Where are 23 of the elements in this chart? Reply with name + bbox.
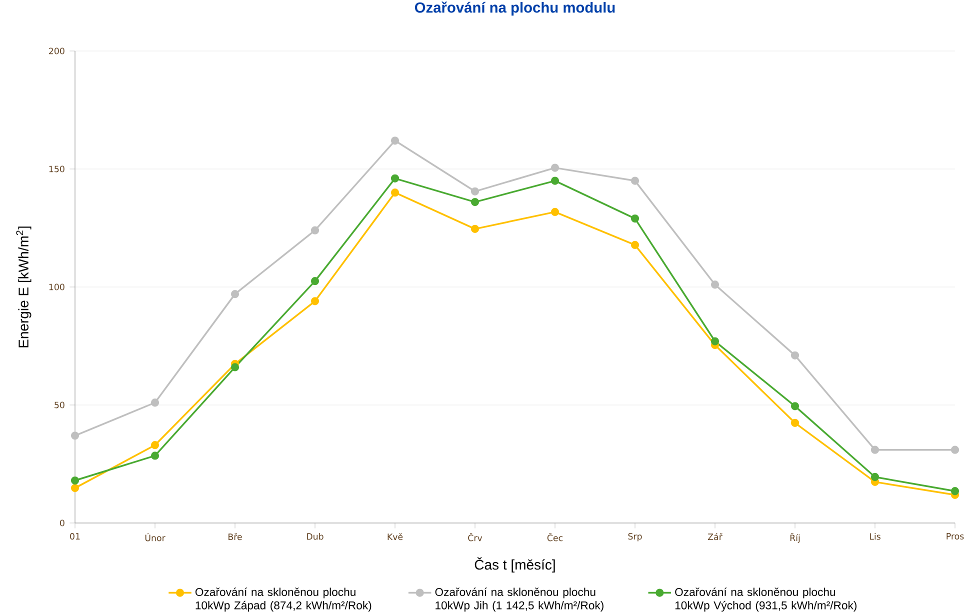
x-tick-label: Pros	[946, 533, 964, 540]
x-tick-label: 01	[70, 533, 80, 540]
y-tick-label: 100	[49, 284, 64, 290]
legend-label: Ozařování na skloněnou plochu 10kWp Jih (1 142,5 kWh/m²/Rok)	[435, 588, 604, 612]
x-tick-label: Srp	[628, 533, 642, 542]
x-tick-label: Únor	[145, 533, 166, 542]
x-tick-label: Lis	[870, 533, 880, 540]
x-axis-title: Čas t [měsíc]	[474, 557, 555, 572]
legend-label: Ozařování na skloněnou plochu 10kWp Západ (874,2 kWh/m²/Rok)	[195, 588, 372, 612]
y-tick-label: 50	[54, 402, 64, 408]
y-tick-label: 150	[49, 166, 64, 172]
x-tick-label: Dub	[307, 533, 324, 540]
chart-title: Ozařování na plochu modulu	[414, 2, 615, 16]
legend-label: Ozařování na skloněnou plochu 10kWp Východ (931,5 kWh/m²/Rok)	[675, 588, 856, 612]
y-axis-title: Energie E [kWh/m$^{2}$]	[16, 226, 32, 348]
x-tick-label: Kvě	[388, 533, 403, 540]
y-tick-label: 200	[49, 48, 64, 54]
x-tick-label: Bře	[228, 533, 242, 540]
x-tick-label: Říj	[790, 533, 800, 543]
y-tick-label: 0	[60, 520, 64, 526]
x-tick-label: Črv	[468, 533, 482, 542]
x-tick-label: Zář	[708, 533, 722, 540]
x-tick-label: Čec	[547, 533, 563, 542]
